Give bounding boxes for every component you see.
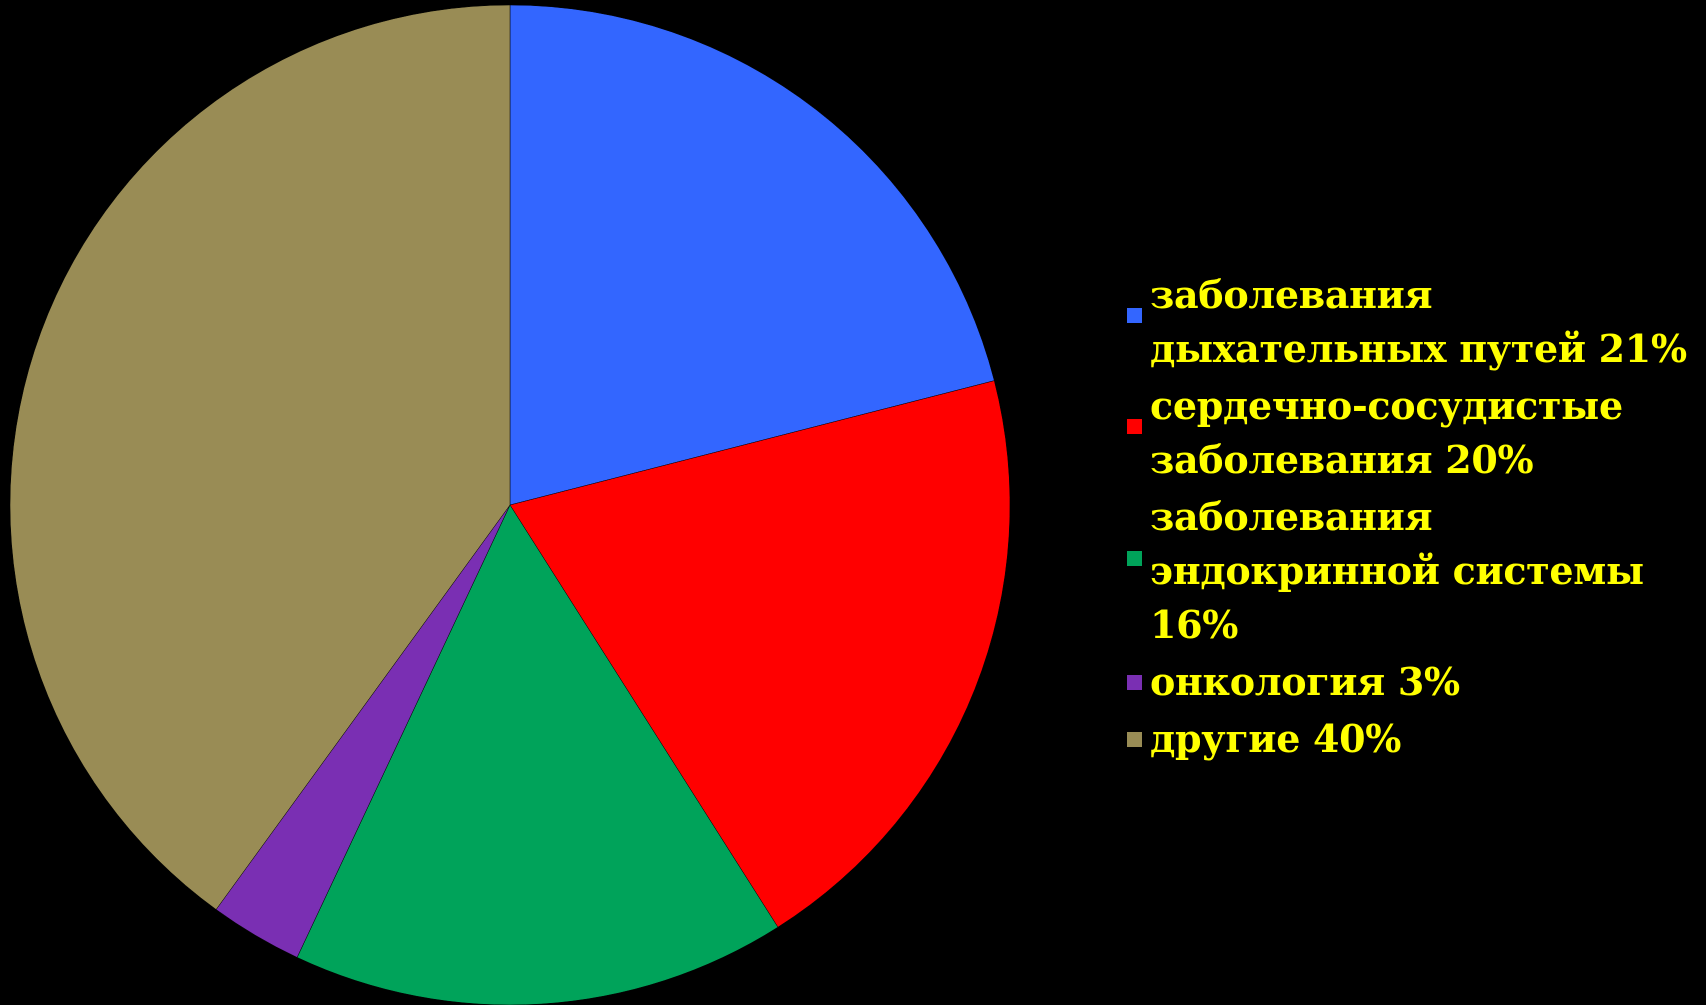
pie-slice-other xyxy=(9,4,511,910)
pie-slices xyxy=(9,4,1011,1005)
legend-label-endocrine: заболевания эндокринной системы 16% xyxy=(1150,494,1644,647)
legend-label-cardiovascular: сердечно-сосудистые заболевания 20% xyxy=(1150,383,1623,482)
legend-item-oncology: онкология 3% xyxy=(1127,655,1702,709)
legend-item-endocrine: заболевания эндокринной системы 16% xyxy=(1127,490,1702,652)
legend: заболевания дыхательных путей 21% сердеч… xyxy=(1127,268,1702,769)
pie-slice-endocrine xyxy=(296,504,779,1005)
pie-slice-respiratory xyxy=(509,4,995,506)
legend-swatch-cardiovascular xyxy=(1127,419,1142,434)
legend-label-oncology: онкология 3% xyxy=(1150,659,1460,704)
legend-label-respiratory: заболевания дыхательных путей 21% xyxy=(1150,272,1687,371)
legend-item-cardiovascular: сердечно-сосудистые заболевания 20% xyxy=(1127,379,1702,487)
legend-label-other: другие 40% xyxy=(1150,716,1402,761)
legend-item-respiratory: заболевания дыхательных путей 21% xyxy=(1127,268,1702,376)
legend-swatch-other xyxy=(1127,732,1142,747)
pie-slice-cardiovascular xyxy=(509,380,1011,928)
legend-item-other: другие 40% xyxy=(1127,712,1702,766)
legend-swatch-endocrine xyxy=(1127,551,1142,566)
legend-swatch-respiratory xyxy=(1127,308,1142,323)
legend-swatch-oncology xyxy=(1127,675,1142,690)
